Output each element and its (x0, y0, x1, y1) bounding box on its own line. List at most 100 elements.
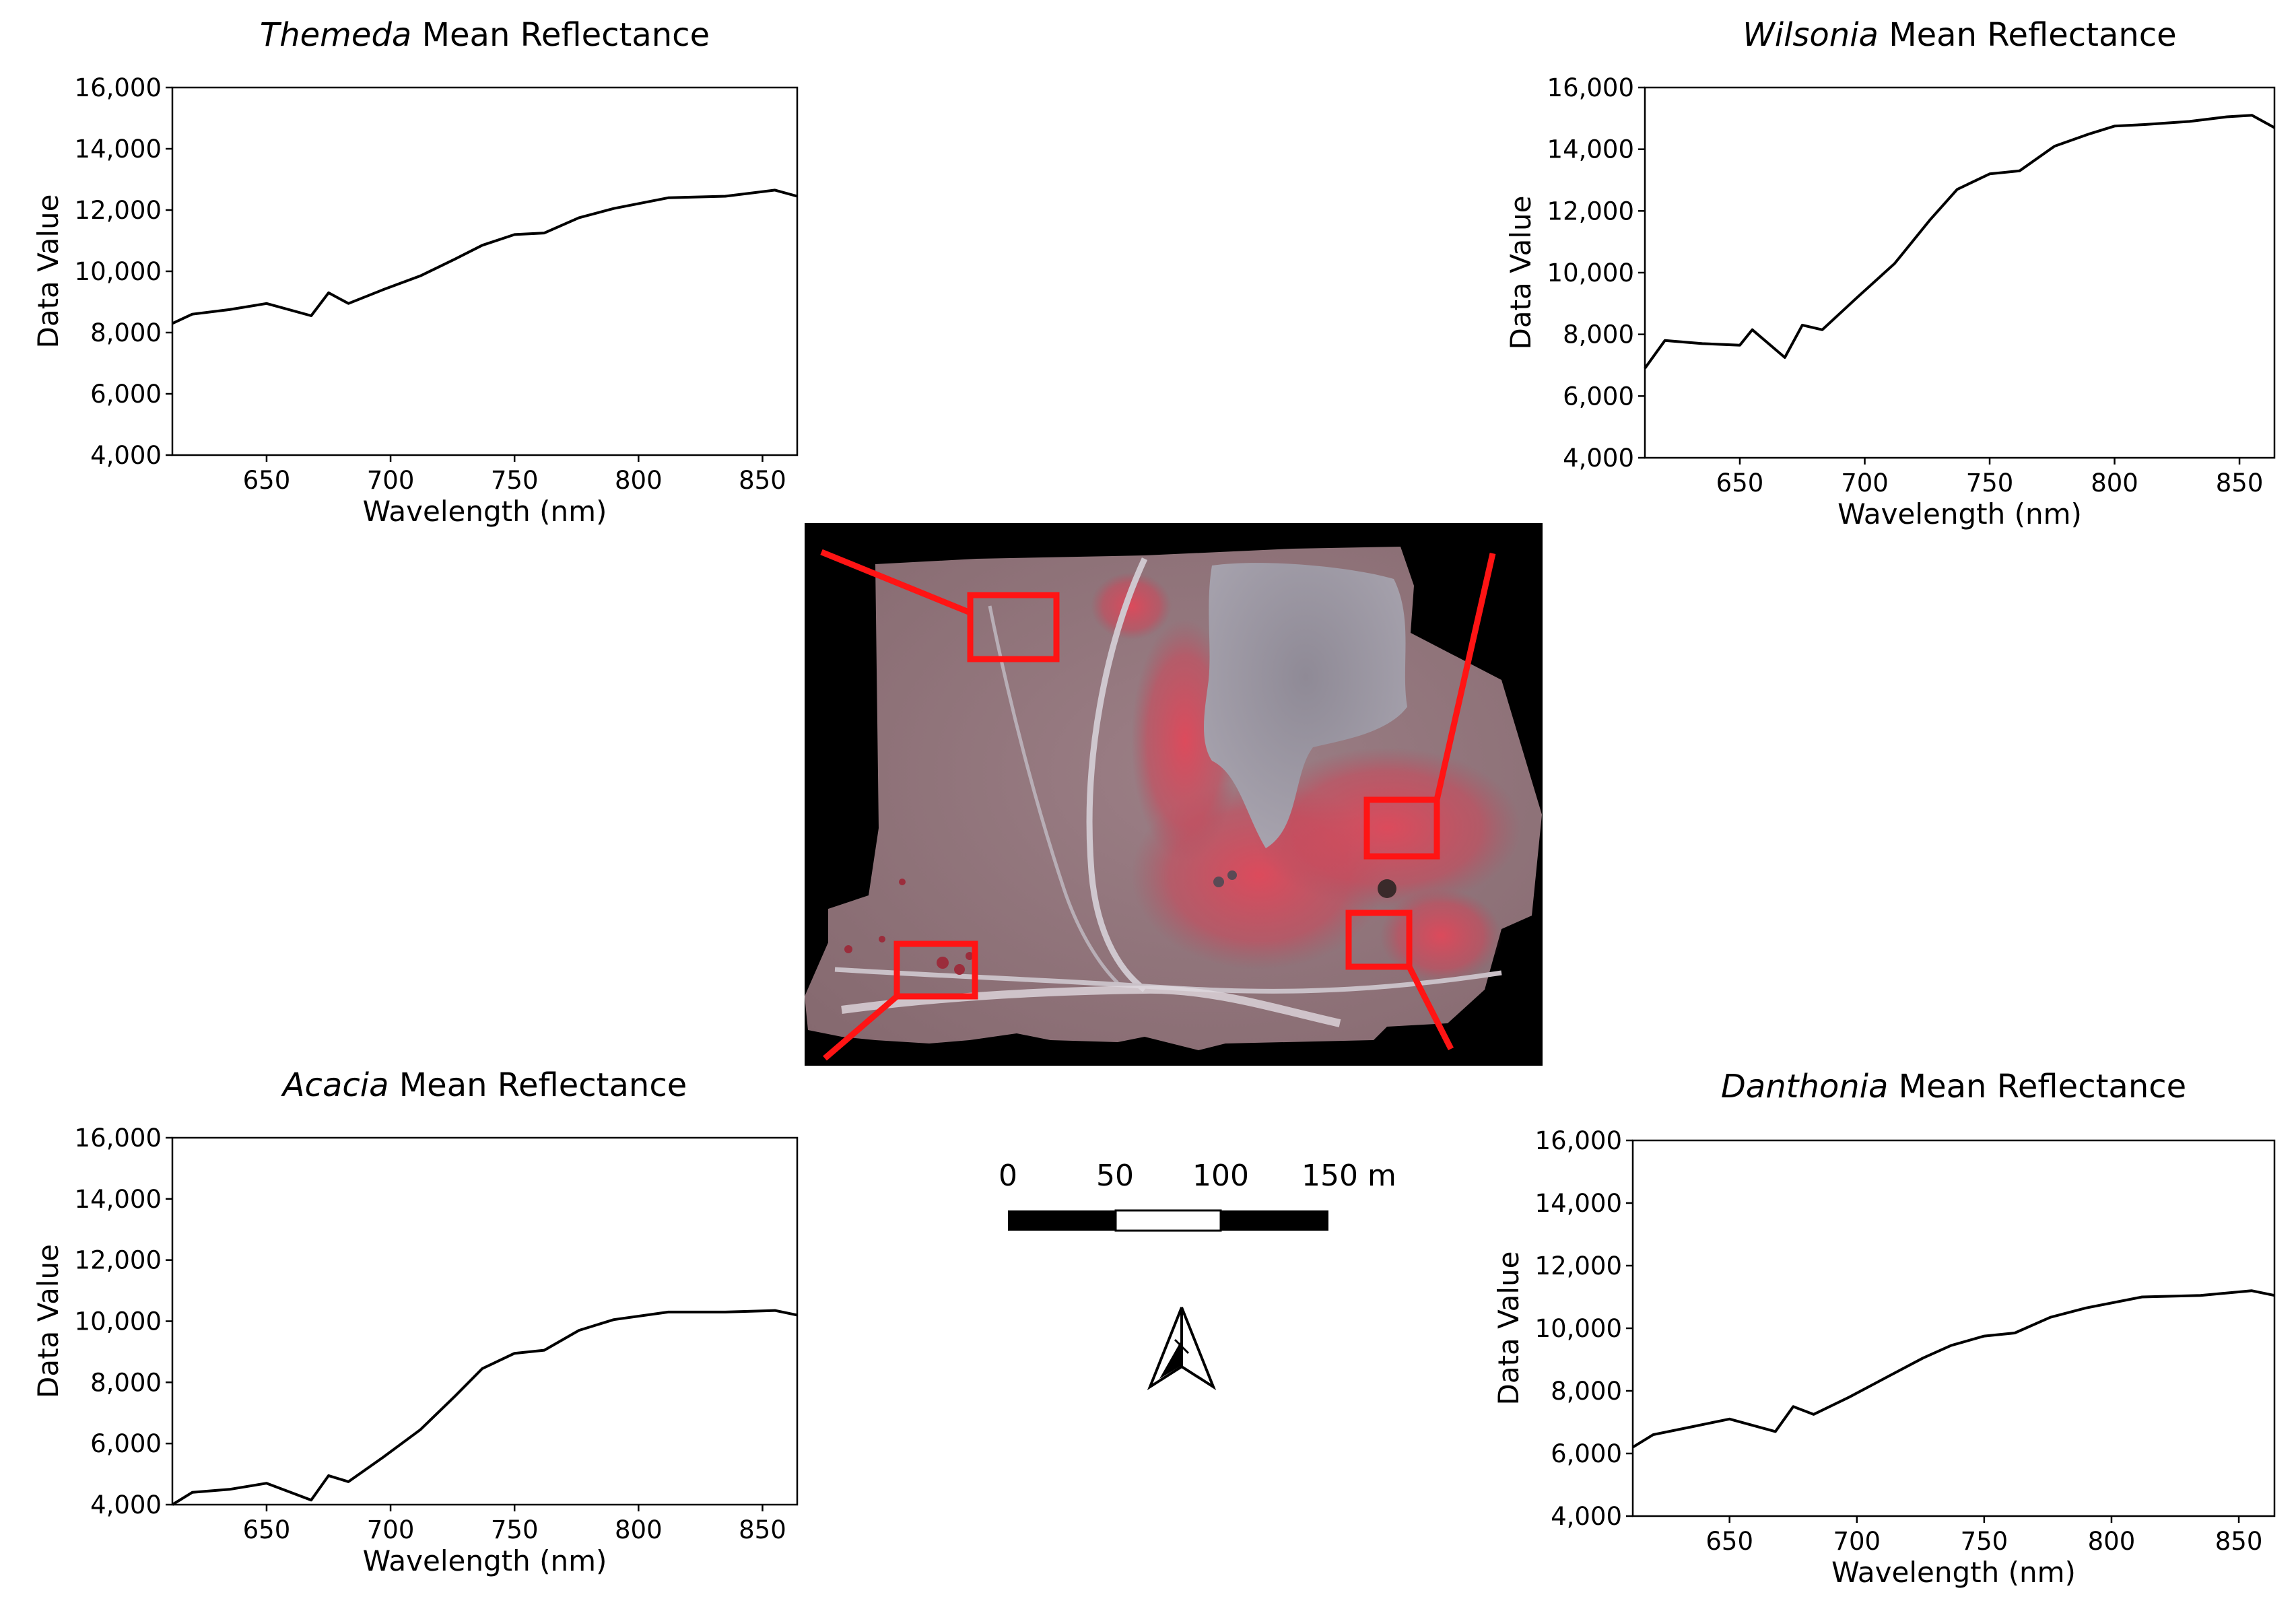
leader-line (820, 549, 972, 616)
y-tick-label: 8,000 (1551, 1377, 1622, 1406)
x-tick-label: 850 (739, 1515, 786, 1544)
x-axis-label: Wavelength (nm) (1837, 498, 2082, 530)
road (1086, 557, 1148, 992)
chart-danthonia: Danthonia Mean Reflectance 650 700 750 800 85… (1492, 1068, 2276, 1589)
y-tick-label: 8,000 (1563, 320, 1634, 349)
tree-dot (844, 945, 852, 953)
y-tick-label: 12,000 (75, 1246, 162, 1275)
x-tick-label: 700 (1833, 1527, 1881, 1556)
x-axis-label: Wavelength (nm) (1831, 1556, 2076, 1589)
y-tick-label: 12,000 (75, 196, 162, 225)
tree-dot (899, 879, 906, 885)
chart-title-genus: Acacia (281, 1066, 389, 1104)
chart-title-rest: Mean Reflectance (411, 16, 710, 54)
reflectance-line (171, 1309, 798, 1506)
leader-line (823, 994, 899, 1061)
leader-line (1433, 553, 1496, 800)
chart-acacia: Acacia Mean Reflectance 650 700 750 800 850 4,… (32, 1066, 799, 1577)
map-inset (805, 523, 1543, 1066)
road (988, 605, 1119, 984)
chart-title-genus: Themeda (260, 16, 411, 54)
x-tick-label: 750 (491, 466, 539, 495)
x-tick-label: 800 (615, 1515, 663, 1544)
reflectance-line (1631, 1289, 2275, 1449)
plot-frame (1631, 1139, 2276, 1517)
scale-segment (1114, 1209, 1222, 1232)
north-arrow-icon (1147, 1307, 1217, 1391)
road (841, 985, 1341, 1027)
x-tick-label: 650 (1716, 469, 1764, 498)
y-tick-label: 10,000 (1547, 259, 1634, 287)
y-axis-label: Data Value (32, 195, 65, 349)
sample-box-themeda (967, 592, 1060, 662)
tree-dot (937, 957, 949, 969)
x-tick-label: 650 (243, 1515, 291, 1544)
plot-frame (171, 1136, 799, 1506)
y-tick-label: 4,000 (1551, 1502, 1622, 1531)
y-tick-label: 4,000 (90, 441, 162, 470)
x-tick-label: 800 (2091, 469, 2138, 498)
lake (1204, 563, 1407, 848)
y-tick-label: 10,000 (1535, 1314, 1622, 1343)
y-axis-label: Data Value (1504, 196, 1537, 350)
y-axis-label: Data Value (32, 1244, 65, 1398)
x-tick-label: 700 (1841, 469, 1889, 498)
chart-title-rest: Mean Reflectance (1888, 1068, 2186, 1105)
tree-dot (879, 936, 885, 943)
x-tick-label: 700 (367, 466, 415, 495)
y-tick-label: 6,000 (90, 380, 162, 409)
tree-dot (1213, 877, 1224, 887)
sample-box-wilsonia (1363, 796, 1440, 860)
chart-title-rest: Mean Reflectance (1879, 16, 2177, 54)
x-tick-label: 850 (2216, 469, 2264, 498)
y-tick-label: 10,000 (75, 1307, 162, 1336)
scale-label-150: 150 m (1302, 1159, 1396, 1193)
x-tick-label: 700 (367, 1515, 415, 1544)
y-tick-label: 14,000 (1535, 1189, 1622, 1218)
chart-title: Danthonia Mean Reflectance (1721, 1068, 2186, 1105)
sample-box-acacia (893, 940, 978, 1000)
scale-label-100: 100 (1192, 1159, 1249, 1193)
chart-title-genus: Danthonia (1721, 1068, 1889, 1105)
chart-title-genus: Wilsonia (1743, 16, 1879, 54)
y-tick-label: 6,000 (90, 1429, 162, 1458)
y-tick-label: 6,000 (1563, 382, 1634, 411)
x-tick-label: 750 (1966, 469, 2014, 498)
sample-box-danthonia (1345, 910, 1413, 970)
y-tick-label: 14,000 (1547, 135, 1634, 164)
chart-title: Acacia Mean Reflectance (281, 1066, 687, 1104)
y-tick-label: 12,000 (1547, 197, 1634, 226)
y-tick-label: 4,000 (1563, 444, 1634, 473)
tree-dot (954, 964, 965, 975)
y-tick-label: 6,000 (1551, 1439, 1622, 1468)
reflectance-line (1644, 114, 2275, 370)
y-tick-label: 16,000 (75, 1124, 162, 1153)
tree-dot (1227, 870, 1237, 880)
reflectance-line (172, 189, 798, 325)
y-tick-label: 8,000 (90, 1368, 162, 1397)
vegetation-patch (1091, 572, 1172, 640)
scale-label-0: 0 (999, 1159, 1017, 1193)
y-tick-label: 16,000 (1547, 73, 1634, 102)
chart-title: Wilsonia Mean Reflectance (1743, 16, 2176, 54)
x-tick-label: 650 (1706, 1527, 1753, 1556)
x-axis-label: Wavelength (nm) (363, 495, 607, 528)
x-tick-label: 750 (491, 1515, 539, 1544)
x-axis-label: Wavelength (nm) (363, 1544, 607, 1577)
y-tick-label: 16,000 (1535, 1126, 1622, 1155)
x-tick-label: 800 (615, 466, 663, 495)
chart-title: Themeda Mean Reflectance (260, 16, 710, 54)
x-tick-label: 750 (1961, 1527, 2008, 1556)
y-tick-label: 8,000 (90, 318, 162, 347)
tree-dot (966, 952, 974, 960)
chart-wilsonia: Wilsonia Mean Reflectance 650 700 750 800 850… (1504, 16, 2276, 530)
scale-label-50: 50 (1096, 1159, 1134, 1193)
x-tick-label: 800 (2088, 1527, 2136, 1556)
y-tick-label: 16,000 (75, 73, 162, 102)
scale-segment (1008, 1210, 1116, 1231)
y-tick-label: 12,000 (1535, 1252, 1622, 1280)
y-tick-label: 10,000 (75, 257, 162, 286)
scale-bar: 0 50 100 150 m (999, 1159, 1396, 1232)
chart-title-rest: Mean Reflectance (389, 1066, 687, 1104)
